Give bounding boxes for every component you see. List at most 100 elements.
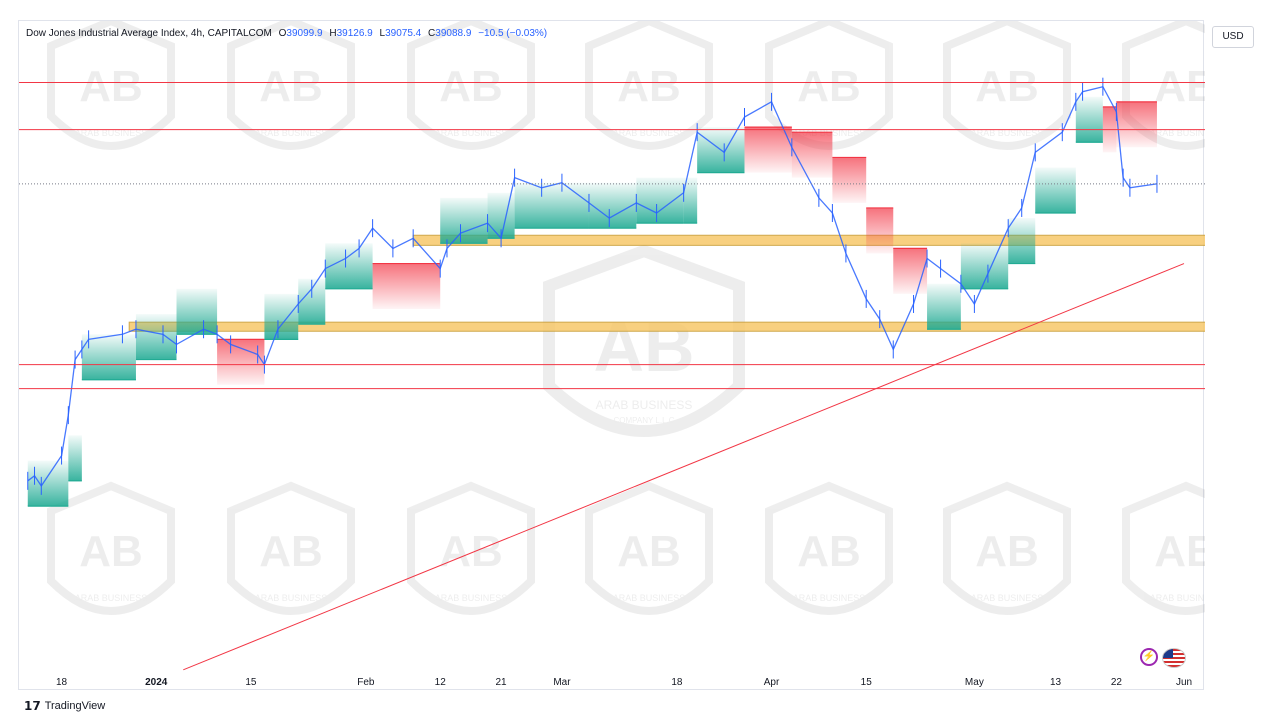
watermark-logo-icon: AB ARAB BUSINESS bbox=[943, 481, 1071, 615]
svg-text:ARAB BUSINESS: ARAB BUSINESS bbox=[255, 593, 328, 603]
support-zone bbox=[412, 234, 1205, 246]
x-tick-label: 15 bbox=[245, 677, 257, 688]
x-tick-label: 2024 bbox=[145, 677, 168, 688]
svg-text:AB: AB bbox=[439, 527, 503, 576]
close-value: 39088.9 bbox=[435, 28, 472, 39]
x-tick-label: 13 bbox=[1050, 677, 1062, 688]
indicator-band bbox=[325, 243, 373, 289]
watermark-logo-icon: AB ARAB BUSINESS bbox=[585, 21, 713, 150]
svg-text:ARAB BUSINESS: ARAB BUSINESS bbox=[255, 128, 328, 138]
low-label: L bbox=[379, 28, 386, 39]
watermark-logo-icon: AB ARAB BUSINESS bbox=[765, 481, 893, 615]
x-tick-label: Jun bbox=[1176, 677, 1192, 688]
x-tick-label: 18 bbox=[56, 677, 68, 688]
indicator-band bbox=[744, 127, 792, 173]
trendline bbox=[183, 263, 1185, 671]
indicator-band bbox=[832, 157, 867, 203]
watermark-logo-icon: AB ARAB BUSINESS bbox=[47, 21, 175, 150]
close-label: C bbox=[428, 28, 436, 39]
x-tick-label: Apr bbox=[764, 677, 780, 688]
footer: 𝟭𝟳 TradingView bbox=[24, 699, 105, 713]
watermark-logo-icon: AB ARAB BUSINESS bbox=[407, 481, 535, 615]
open-value: 39099.9 bbox=[286, 28, 323, 39]
support-zone bbox=[128, 321, 1205, 332]
tradingview-brand[interactable]: TradingView bbox=[44, 700, 106, 712]
indicator-band bbox=[81, 334, 136, 380]
indicator-band bbox=[68, 435, 82, 481]
svg-text:AB: AB bbox=[797, 527, 861, 576]
svg-text:AB: AB bbox=[79, 527, 143, 576]
svg-text:ARAB BUSINESS: ARAB BUSINESS bbox=[613, 128, 686, 138]
watermark-logo-icon: AB ARAB BUSINESS bbox=[943, 21, 1071, 150]
watermark-logo-icon: AB ARAB BUSINESS bbox=[407, 21, 535, 150]
x-tick-label: 18 bbox=[671, 677, 683, 688]
us-flag-icon[interactable] bbox=[1162, 648, 1186, 668]
svg-text:ARAB BUSINESS: ARAB BUSINESS bbox=[1150, 593, 1205, 603]
svg-text:AB: AB bbox=[975, 62, 1039, 111]
svg-text:ARAB BUSINESS: ARAB BUSINESS bbox=[435, 593, 508, 603]
tradingview-logo-icon[interactable]: 𝟭𝟳 bbox=[24, 699, 41, 713]
chart-area[interactable]: AB ARAB BUSINESS AB ARAB BUSINESS AB ARAB B… bbox=[18, 20, 1205, 691]
svg-text:ARAB BUSINESS: ARAB BUSINESS bbox=[435, 128, 508, 138]
watermark-logo-icon: AB ARAB BUSINESS bbox=[227, 21, 355, 150]
watermark-logo-icon: AB ARAB BUSINESS bbox=[47, 481, 175, 615]
svg-text:AB: AB bbox=[617, 527, 681, 576]
high-label: H bbox=[329, 28, 337, 39]
lightning-icon[interactable]: ⚡ bbox=[1140, 648, 1158, 666]
svg-text:ARAB BUSINESS: ARAB BUSINESS bbox=[971, 593, 1044, 603]
center-watermark-icon: AB ARAB BUSINESS COMPANY L.L.C bbox=[543, 244, 745, 437]
currency-button[interactable]: USD bbox=[1212, 26, 1254, 48]
watermark-logo-icon: AB ARAB BUSINESS bbox=[1122, 481, 1205, 615]
indicator-band bbox=[27, 460, 69, 507]
x-tick-label: Mar bbox=[553, 677, 571, 688]
indicator-band bbox=[514, 182, 589, 229]
svg-text:AB: AB bbox=[975, 527, 1039, 576]
watermark-logo-icon: AB ARAB BUSINESS bbox=[585, 481, 713, 615]
indicator-band bbox=[683, 177, 698, 224]
indicator-band bbox=[866, 207, 894, 254]
indicator-band bbox=[440, 197, 488, 244]
svg-text:COMPANY L.L.C: COMPANY L.L.C bbox=[613, 416, 674, 425]
svg-text:AB: AB bbox=[617, 62, 681, 111]
svg-text:ARAB BUSINESS: ARAB BUSINESS bbox=[613, 593, 686, 603]
x-tick-label: May bbox=[965, 677, 984, 688]
x-tick-label: 21 bbox=[496, 677, 508, 688]
symbol-name[interactable]: Dow Jones Industrial Average Index, 4h, … bbox=[26, 28, 272, 39]
low-value: 39075.4 bbox=[385, 28, 422, 39]
events-indicators[interactable]: ⚡ bbox=[1140, 648, 1186, 668]
indicator-band bbox=[1008, 218, 1036, 264]
svg-text:AB: AB bbox=[439, 62, 503, 111]
price-chart[interactable]: AB ARAB BUSINESS AB ARAB BUSINESS AB ARAB B… bbox=[19, 21, 1205, 691]
symbol-legend: Dow Jones Industrial Average Index, 4h, … bbox=[26, 28, 551, 39]
indicator-band bbox=[1035, 167, 1076, 214]
indicator-band bbox=[372, 263, 441, 310]
indicator-band bbox=[927, 283, 961, 330]
x-tick-label: 12 bbox=[435, 677, 447, 688]
svg-text:AB: AB bbox=[797, 62, 861, 111]
svg-text:AB: AB bbox=[79, 62, 143, 111]
svg-text:AB: AB bbox=[259, 527, 323, 576]
indicator-band bbox=[176, 288, 218, 335]
svg-text:ARAB BUSINESS: ARAB BUSINESS bbox=[75, 593, 148, 603]
svg-text:AB: AB bbox=[259, 62, 323, 111]
indicator-band bbox=[636, 177, 684, 224]
svg-text:ARAB BUSINESS: ARAB BUSINESS bbox=[596, 398, 693, 412]
svg-text:ARAB BUSINESS: ARAB BUSINESS bbox=[971, 128, 1044, 138]
indicator-band bbox=[588, 182, 637, 229]
x-tick-label: Feb bbox=[357, 677, 375, 688]
high-value: 39126.9 bbox=[336, 28, 373, 39]
svg-text:ARAB BUSINESS: ARAB BUSINESS bbox=[793, 593, 866, 603]
svg-text:AB: AB bbox=[1154, 62, 1205, 111]
x-tick-label: 15 bbox=[861, 677, 873, 688]
svg-text:AB: AB bbox=[1154, 527, 1205, 576]
svg-text:AB: AB bbox=[593, 308, 694, 386]
svg-text:ARAB BUSINESS: ARAB BUSINESS bbox=[1150, 128, 1205, 138]
indicator-band bbox=[135, 314, 177, 360]
indicator-band bbox=[893, 248, 928, 294]
svg-text:ARAB BUSINESS: ARAB BUSINESS bbox=[75, 128, 148, 138]
indicator-band bbox=[264, 293, 299, 340]
indicator-band bbox=[791, 132, 833, 178]
open-label: O bbox=[278, 28, 287, 39]
indicator-band bbox=[217, 339, 265, 385]
indicator-band bbox=[1075, 96, 1103, 143]
